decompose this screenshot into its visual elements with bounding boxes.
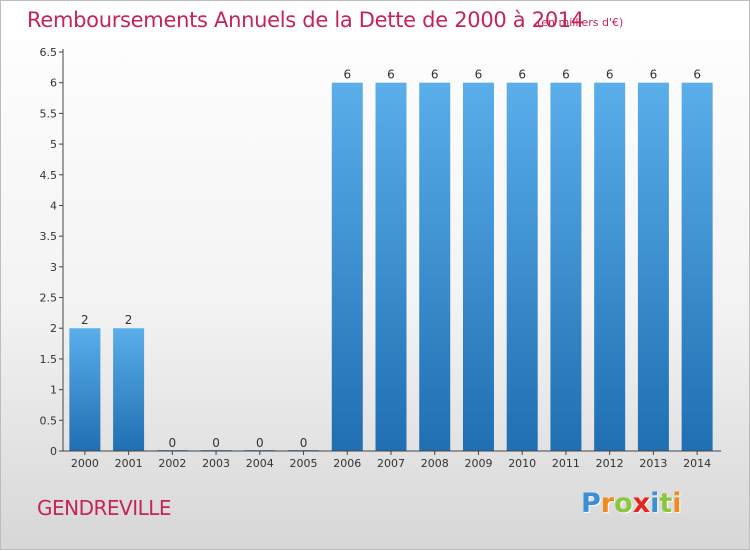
y-tick-label: 3 — [50, 261, 57, 274]
chart-title: Remboursements Annuels de la Dette de 20… — [27, 8, 584, 32]
y-tick-label: 1.5 — [40, 353, 58, 366]
bar-2006 — [331, 82, 363, 451]
data-label-2003: 0 — [212, 436, 220, 450]
x-tick-label-2014: 2014 — [683, 457, 711, 470]
x-tick-label-2004: 2004 — [246, 457, 274, 470]
x-tick-label-2001: 2001 — [115, 457, 143, 470]
x-tick-label-2012: 2012 — [596, 457, 624, 470]
x-tick-label-2006: 2006 — [333, 457, 361, 470]
x-tick-label-2011: 2011 — [552, 457, 580, 470]
logo-letter: t — [659, 488, 673, 519]
data-label-2002: 0 — [169, 436, 177, 450]
x-tick-label-2009: 2009 — [464, 457, 492, 470]
data-label-2008: 6 — [431, 68, 439, 82]
y-tick-label: 6.5 — [40, 46, 58, 59]
bar-2009 — [462, 82, 494, 451]
y-tick-label: 0 — [50, 445, 57, 458]
bar-2013 — [637, 82, 669, 451]
x-tick-label-2000: 2000 — [71, 457, 99, 470]
bar-2012 — [594, 82, 626, 451]
data-label-2004: 0 — [256, 436, 264, 450]
data-label-2012: 6 — [606, 68, 614, 82]
bars-group — [69, 82, 713, 451]
bar-2000 — [69, 328, 101, 451]
bar-2008 — [419, 82, 451, 451]
x-tick-label-2013: 2013 — [639, 457, 667, 470]
y-tick-label: 2.5 — [40, 292, 58, 305]
data-label-2011: 6 — [562, 68, 570, 82]
bar-2010 — [506, 82, 538, 451]
logo-letter: x — [632, 488, 651, 519]
logo-letter: o — [614, 488, 633, 519]
y-tick-label: 0.5 — [40, 414, 58, 427]
x-tick-label-2007: 2007 — [377, 457, 405, 470]
labels-group: 2 2000 2 2001 0 2002 0 2003 0 2004 0 2005 6 2006 6 2007… — [40, 46, 712, 470]
data-label-2013: 6 — [650, 68, 658, 82]
data-label-2007: 6 — [387, 68, 395, 82]
data-label-2005: 0 — [300, 436, 308, 450]
bar-2001 — [113, 328, 145, 451]
commune-name: GENDREVILLE — [37, 496, 172, 520]
proxiti-logo: Proxiti — [581, 488, 682, 519]
data-label-2006: 6 — [343, 68, 351, 82]
logo-letter: r — [600, 488, 615, 519]
y-tick-label: 6 — [50, 77, 57, 90]
y-tick-label: 3.5 — [40, 230, 58, 243]
x-tick-label-2010: 2010 — [508, 457, 536, 470]
data-label-2010: 6 — [518, 68, 526, 82]
data-label-2000: 2 — [81, 313, 89, 327]
x-tick-label-2003: 2003 — [202, 457, 230, 470]
chart-unit: (en milliers d'€) — [537, 16, 624, 29]
y-tick-label: 4 — [50, 199, 57, 212]
data-label-2009: 6 — [475, 68, 483, 82]
bar-2011 — [550, 82, 582, 451]
x-tick-label-2002: 2002 — [158, 457, 186, 470]
y-tick-label: 4.5 — [40, 169, 58, 182]
y-tick-label: 2 — [50, 322, 57, 335]
data-label-2001: 2 — [125, 313, 133, 327]
logo-letter: P — [581, 488, 601, 519]
y-tick-label: 5 — [50, 138, 57, 151]
axes-group — [59, 49, 721, 455]
data-label-2014: 6 — [693, 68, 701, 82]
logo-letter: i — [650, 488, 660, 519]
y-tick-label: 5.5 — [40, 107, 58, 120]
x-tick-label-2005: 2005 — [290, 457, 318, 470]
bar-2014 — [681, 82, 713, 451]
bar-2007 — [375, 82, 407, 451]
logo-letter: i — [672, 488, 682, 519]
y-tick-label: 1 — [50, 384, 57, 397]
x-tick-label-2008: 2008 — [421, 457, 449, 470]
